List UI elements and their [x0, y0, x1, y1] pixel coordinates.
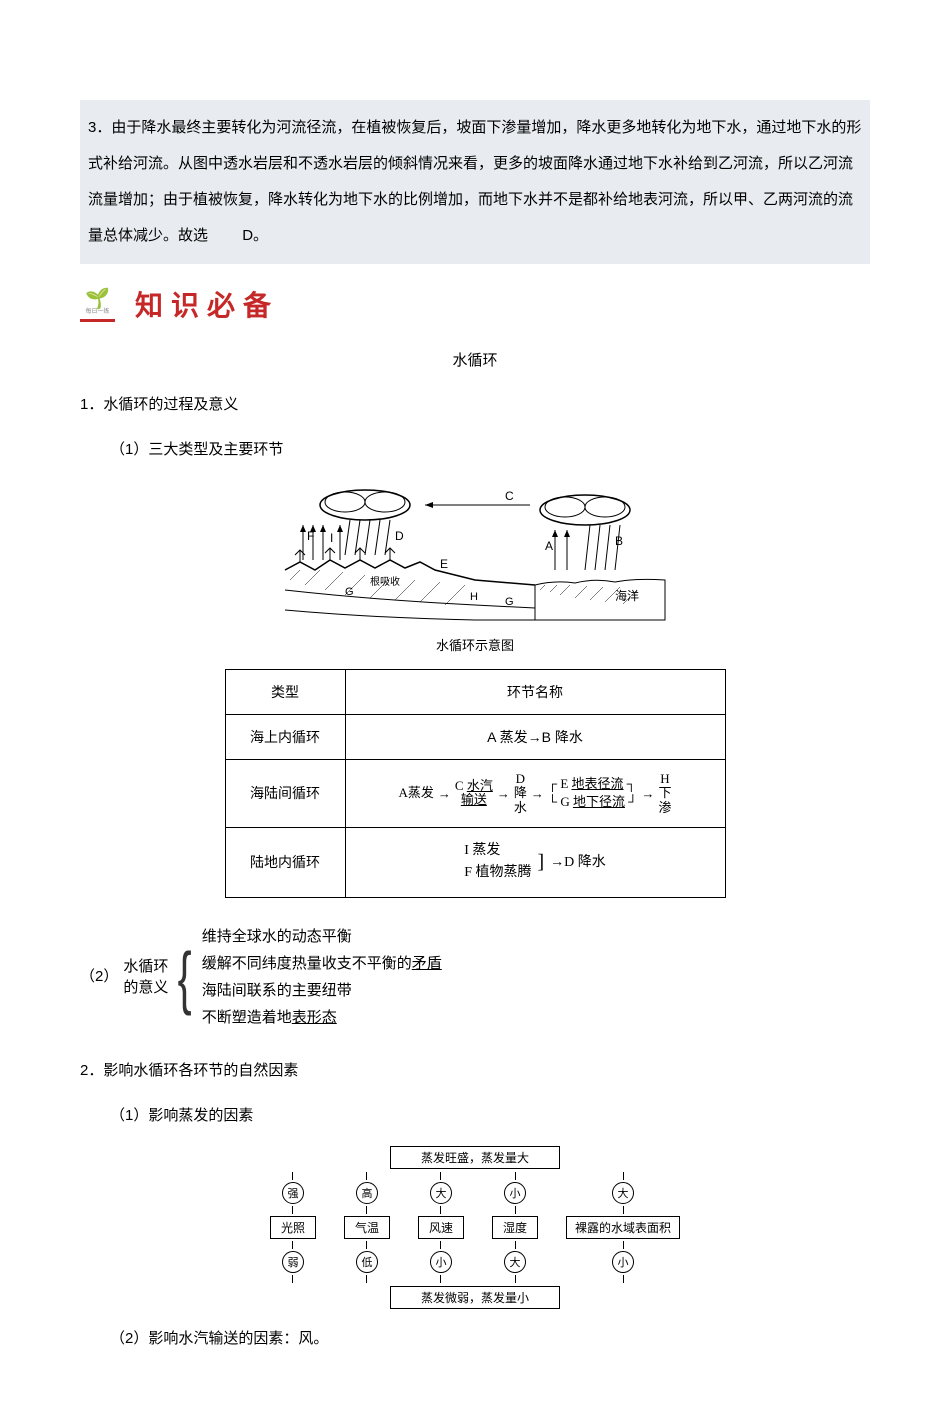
water-cycle-diagram: C D I F B: [275, 480, 675, 630]
meaning-item-2: 缓解不同纬度热量收支不平衡的矛盾: [202, 950, 442, 977]
arrow-icon: →: [497, 784, 510, 804]
sprout-icon: 🌱: [85, 289, 110, 309]
topic-title: 水循环: [80, 349, 870, 370]
meaning-section: （2） 水循环 的意义 { 维持全球水的动态平衡 缓解不同纬度热量收支不平衡的矛…: [80, 923, 870, 1031]
meaning-item-1: 维持全球水的动态平衡: [202, 923, 442, 950]
f2-bot: 低: [356, 1251, 378, 1273]
water-cycle-diagram-container: C D I F B: [80, 480, 870, 654]
row3-line2: F 植物蒸腾: [464, 862, 531, 884]
meaning-item-3: 海陆间联系的主要纽带: [202, 977, 442, 1004]
row3-arrow: →D 降水: [550, 852, 606, 873]
evaporation-diagram: 蒸发旺盛，蒸发量大 强 光照 弱 高 气温 低 大 风速 小: [245, 1146, 705, 1309]
f3-bot: 小: [430, 1251, 452, 1273]
svg-text:G: G: [345, 586, 354, 598]
answer-letter: D。: [242, 227, 268, 244]
item-2: 2．影响水循环各环节的自然因素: [80, 1056, 870, 1086]
heading-text: 知识必备: [135, 284, 279, 324]
svg-text:海洋: 海洋: [615, 588, 639, 603]
svg-text:A: A: [545, 539, 553, 553]
svg-text:B: B: [615, 534, 623, 548]
svg-text:G: G: [505, 596, 514, 608]
explanation-block: 3．由于降水最终主要转化为河流径流，在植被恢复后，坡面下渗量增加，降水更多地转化…: [80, 100, 870, 264]
f1-bot: 弱: [282, 1251, 304, 1273]
heading-icon: 🌱 每日一练: [80, 287, 115, 322]
f2-top: 高: [356, 1182, 378, 1204]
meaning-item-4: 不断塑造着地表形态: [202, 1004, 442, 1031]
row3-type: 陆地内循环: [225, 827, 345, 897]
row2-type: 海陆间循环: [225, 760, 345, 828]
row2-content: A蒸发 → C 水汽输送 → D降水 → ┌ E 地表径流 ┐ └ G 地下径流…: [345, 760, 725, 828]
brace-icon: {: [178, 942, 192, 1012]
svg-text:C: C: [505, 489, 514, 503]
f1: 光照: [270, 1216, 316, 1239]
table-header-content: 环节名称: [345, 670, 725, 715]
f3-top: 大: [430, 1182, 452, 1204]
svg-text:D: D: [395, 529, 404, 543]
svg-text:I: I: [330, 531, 333, 545]
row1-content: A 蒸发→B 降水: [345, 715, 725, 760]
f5-top: 大: [612, 1182, 634, 1204]
item-1: 1．水循环的过程及意义: [80, 390, 870, 420]
row1-type: 海上内循环: [225, 715, 345, 760]
explanation-text: 3．由于降水最终主要转化为河流径流，在植被恢复后，坡面下渗量增加，降水更多地转化…: [88, 119, 861, 244]
meaning-label-2: 的意义: [123, 977, 168, 998]
svg-text:E: E: [440, 557, 448, 571]
heading-subtext: 每日一练: [85, 309, 109, 315]
row3-content: I 蒸发 F 植物蒸腾 ] →D 降水: [345, 827, 725, 897]
svg-text:F: F: [307, 529, 314, 543]
arrow-icon: →: [438, 784, 451, 804]
row3-line1: I 蒸发: [464, 840, 531, 862]
f3: 风速: [418, 1216, 464, 1239]
item-1-sub1: （1）三大类型及主要环节: [110, 435, 870, 465]
svg-text:根吸收: 根吸收: [370, 575, 400, 588]
f5-bot: 小: [612, 1251, 634, 1273]
meaning-label-1: 水循环: [123, 956, 168, 977]
evap-top: 蒸发旺盛，蒸发量大: [390, 1146, 560, 1169]
cycle-table: 类型 环节名称 海上内循环 A 蒸发→B 降水 海陆间循环 A蒸发 → C 水汽…: [225, 669, 726, 898]
item-2-sub1: （1）影响蒸发的因素: [110, 1101, 870, 1131]
table-header-type: 类型: [225, 670, 345, 715]
arrow-icon: →: [641, 784, 654, 804]
f4: 湿度: [492, 1216, 538, 1239]
f1-top: 强: [282, 1182, 304, 1204]
f2: 气温: [344, 1216, 390, 1239]
arrow-icon: →: [531, 784, 544, 804]
f5: 裸露的水域表面积: [566, 1216, 680, 1239]
section-heading: 🌱 每日一练 知识必备: [80, 284, 870, 324]
f4-top: 小: [504, 1182, 526, 1204]
diagram-caption: 水循环示意图: [275, 635, 675, 654]
item-2-sub2: （2）影响水汽输送的因素：风。: [110, 1324, 870, 1354]
f4-bot: 大: [504, 1251, 526, 1273]
svg-text:H: H: [470, 591, 478, 603]
evap-bottom: 蒸发微弱，蒸发量小: [390, 1286, 560, 1309]
sub2-prefix: （2）: [80, 962, 118, 992]
row2-a: A蒸发: [399, 786, 434, 800]
